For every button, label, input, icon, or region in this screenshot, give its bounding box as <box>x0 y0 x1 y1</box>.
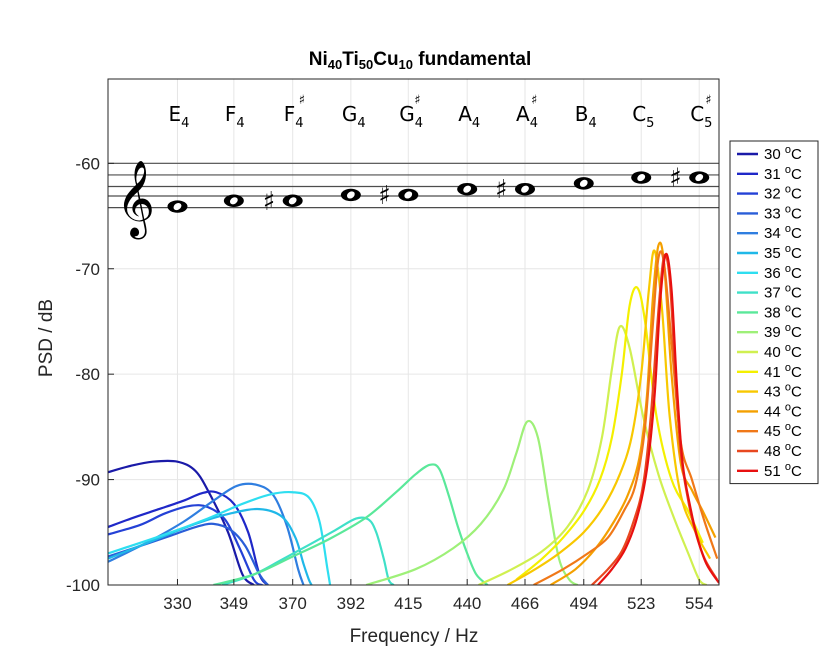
x-tick-label: 349 <box>220 594 248 613</box>
series-lines <box>108 241 719 585</box>
whole-note-hole <box>521 185 529 193</box>
x-tick-label: 415 <box>394 594 422 613</box>
whole-note-hole <box>346 191 355 199</box>
note-label: A4 <box>458 102 480 131</box>
x-tick-label: 392 <box>337 594 365 613</box>
legend-entry: 33 oC <box>764 203 802 222</box>
whole-note-hole <box>463 185 472 193</box>
whole-note-hole <box>695 174 704 182</box>
note-label: F4 <box>284 102 304 131</box>
series-line <box>108 482 305 585</box>
legend-entry: 35 oC <box>764 243 802 262</box>
x-tick-label: 370 <box>279 594 307 613</box>
legend-entry: 41 oC <box>764 362 802 381</box>
whole-note-hole <box>229 197 238 205</box>
series-line <box>108 490 332 585</box>
whole-note-hole <box>637 174 646 182</box>
series-line <box>533 250 719 585</box>
sharp-icon: ♯ <box>495 175 508 205</box>
axes-box <box>107 78 720 586</box>
legend-entry: 30 oC <box>764 144 802 163</box>
series-line <box>108 490 269 585</box>
y-tick-label: -70 <box>75 260 100 279</box>
y-tick-label: -90 <box>75 471 100 490</box>
note-label-sharp: ♯ <box>299 93 305 108</box>
legend-entry: 38 oC <box>764 302 802 321</box>
chart-title: Ni40Ti50Cu10 fundamental <box>309 49 532 72</box>
series-line <box>108 504 263 585</box>
y-tick-label: -60 <box>75 154 100 173</box>
x-tick-label: 523 <box>627 594 655 613</box>
y-tick-label: -80 <box>75 365 100 384</box>
note-label: B4 <box>575 102 597 131</box>
note-label: E4 <box>168 102 189 131</box>
sharp-icon: ♯ <box>263 187 276 217</box>
sharp-icon: ♯ <box>378 181 391 211</box>
y-tick-label: -100 <box>66 576 100 595</box>
note-label: G4 <box>342 102 366 131</box>
whole-note-hole <box>288 197 297 205</box>
legend-entry: 34 oC <box>764 223 802 242</box>
series-line <box>507 249 712 585</box>
legend-entry: 48 oC <box>764 441 802 460</box>
legend-entry: 36 oC <box>764 263 802 282</box>
x-tick-label: 440 <box>453 594 481 613</box>
music-staff: 𝄞E4 F4 F4♯♯G4 G4♯♯A4 A4♯♯B4 C5 C5♯♯ <box>108 93 719 240</box>
series-line <box>478 324 708 585</box>
note-label: A4 <box>516 102 538 131</box>
x-tick-label: 494 <box>570 594 598 613</box>
note-label: C5 <box>690 102 712 131</box>
note-label-sharp: ♯ <box>531 93 537 108</box>
series-line <box>550 241 717 585</box>
note-label: C5 <box>632 102 654 131</box>
series-line <box>365 419 579 585</box>
treble-clef-icon: 𝄞 <box>116 160 155 240</box>
whole-note-hole <box>579 179 588 187</box>
legend-entry: 44 oC <box>764 401 802 420</box>
note-label-sharp: ♯ <box>414 93 420 108</box>
note-label: F4 <box>225 102 245 131</box>
series-line <box>515 286 704 581</box>
whole-note-hole <box>173 202 182 211</box>
legend-entry: 32 oC <box>764 184 802 203</box>
y-axis-label: PSD / dB <box>36 299 57 377</box>
series-line <box>213 463 489 585</box>
legend-entry: 43 oC <box>764 382 802 401</box>
x-tick-label: 466 <box>511 594 539 613</box>
x-tick-label: 554 <box>685 594 713 613</box>
legend-entry: 51 oC <box>764 461 802 480</box>
legend-entry: 45 oC <box>764 421 802 440</box>
legend-entry: 37 oC <box>764 283 802 302</box>
series-line <box>108 459 255 585</box>
note-label-sharp: ♯ <box>705 93 711 108</box>
x-axis-label: Frequency / Hz <box>350 626 479 647</box>
x-tick-label: 330 <box>163 594 191 613</box>
sharp-icon: ♯ <box>669 164 682 194</box>
legend-entry: 31 oC <box>764 164 802 183</box>
note-label: G4 <box>399 102 423 131</box>
whole-note-hole <box>404 191 413 199</box>
legend-entry: 39 oC <box>764 322 802 341</box>
series-line <box>221 516 395 585</box>
axis-ticks: 330 349 370 392 415 440 466 494 523 554 -100 -90 -80… <box>66 154 713 613</box>
legend-entry: 40 oC <box>764 342 802 361</box>
series-line <box>597 252 719 585</box>
